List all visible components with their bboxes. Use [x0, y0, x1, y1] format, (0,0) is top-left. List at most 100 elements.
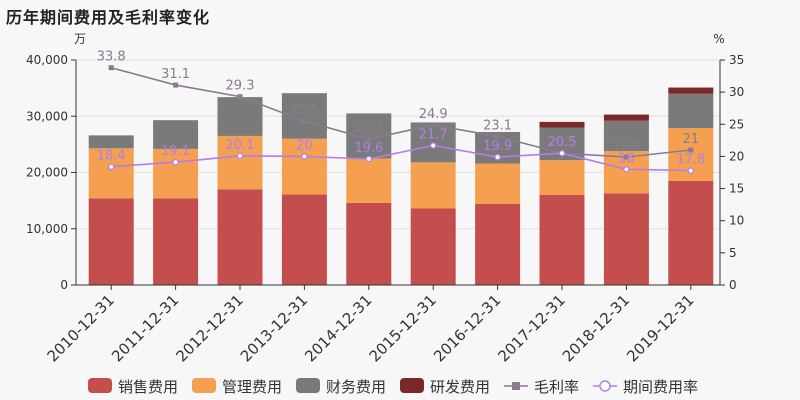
- bar-segment: [539, 195, 585, 285]
- data-label: 31.1: [161, 67, 190, 82]
- data-label: 19.9: [483, 139, 512, 154]
- legend-swatch: [296, 378, 320, 393]
- data-label: 19.1: [161, 144, 190, 159]
- bar-segment: [668, 93, 714, 129]
- data-label: 19.9: [612, 139, 641, 154]
- legend: 销售费用 管理费用 财务费用 研发费用 毛利率 期间费用率: [88, 378, 698, 396]
- line-point: [429, 142, 437, 149]
- line-point: [687, 167, 695, 174]
- line-series: [107, 65, 695, 174]
- x-tick-label: 2017-12-31: [494, 291, 568, 365]
- x-tick-label: 2015-12-31: [366, 291, 440, 365]
- y-left-tick-label: 40,000: [26, 53, 68, 67]
- bar-segment: [217, 189, 263, 285]
- y-right-unit: %: [713, 32, 724, 46]
- bar-segment: [281, 194, 327, 285]
- bar-segment: [603, 193, 649, 285]
- bar-segment: [346, 202, 392, 285]
- legend-label: 期间费用率: [623, 378, 698, 396]
- bar-segment: [410, 208, 456, 285]
- y-right-tick-label: 0: [729, 278, 737, 292]
- data-label: 25.5: [290, 103, 319, 118]
- data-label: 20.1: [226, 138, 255, 153]
- legend-marker: [512, 382, 520, 390]
- line-point: [108, 65, 114, 71]
- series-line: [110, 66, 691, 158]
- data-label: 24.9: [419, 107, 448, 122]
- y-right-tick-label: 10: [729, 214, 744, 228]
- x-tick-label: 2018-12-31: [559, 291, 633, 365]
- legend-label: 毛利率: [534, 378, 579, 396]
- legend-swatch: [400, 378, 424, 393]
- line-point: [173, 82, 179, 88]
- line-point: [301, 118, 307, 124]
- line-point: [430, 122, 436, 128]
- bar-segment: [281, 138, 327, 195]
- line-point: [107, 163, 115, 170]
- x-tick-label: 2010-12-31: [44, 291, 118, 365]
- bar-segment: [475, 204, 521, 285]
- data-labels: 33.8 31.1 29.3 25.5 22.7 24.9 23.1 20.5 19.9 21 18…: [97, 50, 706, 168]
- bar-segment: [153, 120, 199, 149]
- bar-segment: [217, 97, 263, 136]
- x-tick-label: 2016-12-31: [430, 291, 504, 365]
- y-left-tick-label: 0: [60, 278, 68, 292]
- bar-segment: [603, 120, 649, 152]
- line-point: [494, 153, 501, 161]
- bar-series: [88, 87, 714, 285]
- data-label: 21.7: [419, 128, 448, 143]
- y-right-tick-label: 15: [729, 182, 744, 196]
- y-left-tick-label: 30,000: [26, 109, 68, 123]
- line-point: [623, 166, 630, 173]
- chart-title: 历年期间费用及毛利率变化: [6, 8, 211, 27]
- line-point: [365, 155, 373, 163]
- y-left-tick-label: 20,000: [26, 166, 68, 180]
- bar-segment: [88, 135, 134, 149]
- data-label: 20.5: [548, 135, 577, 150]
- line-point: [237, 94, 243, 100]
- y-right-tick-label: 20: [729, 149, 744, 163]
- x-tick-label: 2011-12-31: [108, 291, 182, 365]
- bar-segment: [410, 162, 456, 209]
- bar-segment: [475, 163, 521, 204]
- x-tick-label: 2019-12-31: [623, 291, 697, 365]
- data-label: 18.4: [97, 149, 126, 164]
- legend-label: 财务费用: [326, 378, 386, 396]
- data-label: 29.3: [226, 79, 255, 94]
- data-label: 17.8: [676, 153, 705, 168]
- y-right-tick-label: 35: [729, 53, 744, 67]
- line-point: [688, 147, 694, 153]
- bar-segment: [539, 160, 585, 195]
- x-tick-label: 2014-12-31: [301, 291, 375, 365]
- legend-swatch: [192, 378, 216, 393]
- legend-swatch: [88, 378, 112, 393]
- bar-segment: [88, 198, 134, 285]
- line-point: [301, 153, 308, 160]
- line-point: [558, 149, 566, 157]
- line-point: [236, 152, 244, 160]
- y-right-tick-label: 5: [729, 246, 737, 260]
- data-label: 20.5: [548, 135, 577, 150]
- bar-segment: [668, 180, 714, 285]
- x-tick-label: 2013-12-31: [237, 291, 311, 365]
- bar-segment: [88, 148, 134, 199]
- data-label: 33.8: [97, 50, 126, 65]
- bar-segment: [346, 158, 392, 203]
- bar-segment: [153, 198, 199, 285]
- legend-label: 销售费用: [118, 378, 178, 396]
- legend-label: 研发费用: [430, 378, 490, 396]
- x-tick-label: 2012-12-31: [172, 291, 246, 365]
- line-point: [366, 136, 372, 142]
- legend-marker: [599, 380, 611, 392]
- data-label: 20: [296, 138, 313, 153]
- y-right-tick-label: 30: [729, 85, 744, 99]
- y-left-unit: 万: [74, 32, 86, 46]
- line-point: [623, 154, 629, 160]
- bar-segment: [668, 87, 714, 94]
- data-label: 18: [618, 151, 635, 166]
- bar-segment: [153, 148, 199, 199]
- y-right-tick-label: 25: [729, 117, 744, 131]
- bar-segment: [603, 114, 649, 121]
- series-line: [111, 144, 691, 172]
